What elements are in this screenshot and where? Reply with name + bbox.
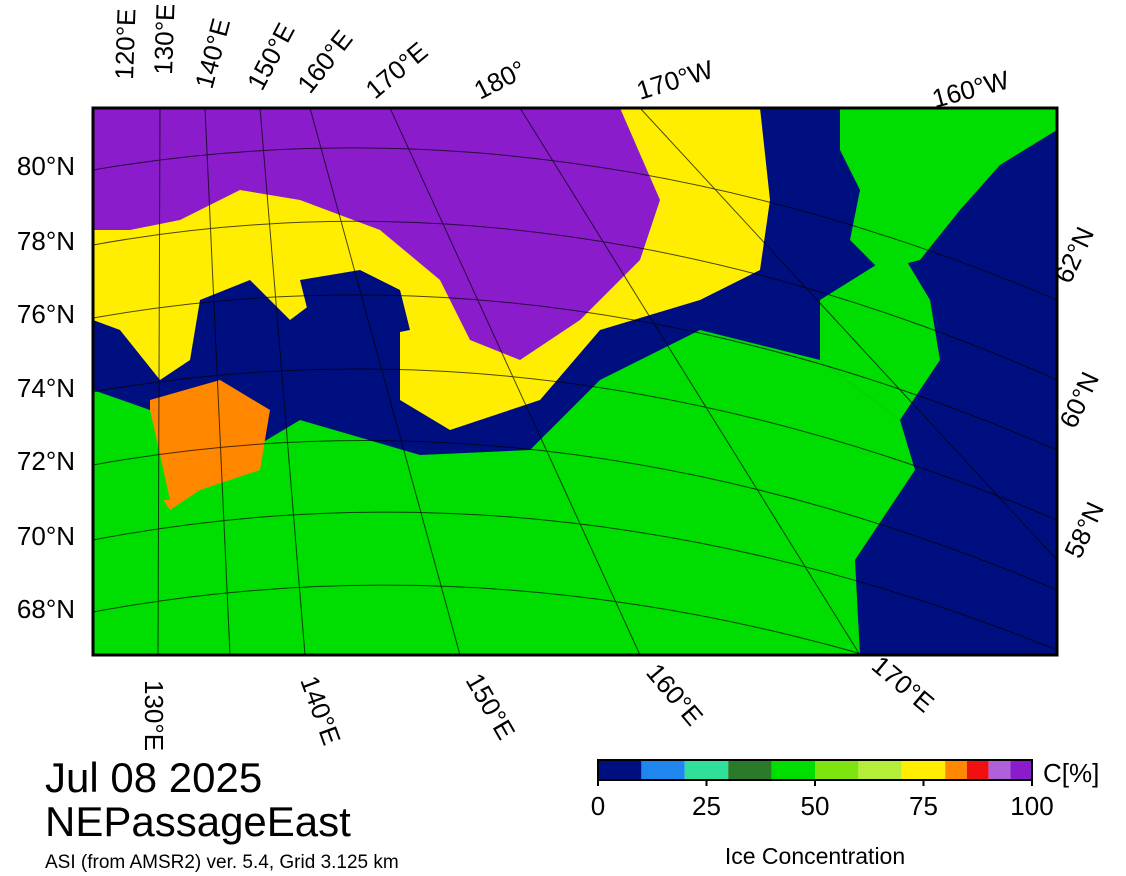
- colorbar-tick-label: 100: [1010, 791, 1053, 821]
- ice: [150, 380, 270, 510]
- colorbar-segment: [966, 760, 989, 780]
- land: [93, 390, 170, 500]
- region: NEPassageEast: [45, 798, 351, 845]
- colorbar-segment: [684, 760, 729, 780]
- source: ASI (from AMSR2) ver. 5.4, Grid 3.125 km: [45, 852, 399, 873]
- map-frame: [91, 106, 1059, 657]
- colorbar-segment: [771, 760, 815, 780]
- colorbar-segment: [641, 760, 685, 780]
- lon-label: 160°E: [640, 658, 709, 732]
- colorbar-segment: [901, 760, 946, 780]
- colorbar-unit: C[%]: [1043, 758, 1099, 788]
- colorbar-tick-label: 25: [692, 791, 721, 821]
- colorbar-tick-label: 75: [909, 791, 938, 821]
- lat-label: 80°N: [17, 151, 75, 181]
- map: [93, 108, 1057, 655]
- colorbar-segment: [988, 760, 1011, 780]
- colorbar-tick-label: 50: [801, 791, 830, 821]
- lat-label: 78°N: [17, 226, 75, 256]
- lat-label: 74°N: [17, 373, 75, 403]
- lon-label: 150°E: [460, 668, 522, 745]
- lon-label: 120°E: [109, 8, 141, 80]
- colorbar-label: Ice Concentration: [725, 843, 905, 869]
- lon-label: 170°E: [866, 650, 940, 719]
- lon-label: 130°E: [148, 3, 180, 75]
- colorbar-segment: [945, 760, 967, 780]
- ice: [93, 108, 660, 360]
- colorbar-segment: [1010, 760, 1032, 780]
- land: [820, 250, 940, 420]
- lat-label: 68°N: [17, 594, 75, 624]
- land: [840, 108, 1057, 270]
- lat-label: 60°N: [1053, 367, 1105, 432]
- graticule: [93, 108, 1057, 655]
- lon-label: 140°E: [189, 15, 236, 91]
- lon-label: 130°E: [139, 680, 169, 751]
- lon-label: 170°E: [360, 36, 434, 105]
- colorbar-segment: [598, 760, 642, 780]
- lon-label: 170°W: [633, 54, 717, 106]
- lon-label: 140°E: [294, 672, 347, 749]
- date: Jul 08 2025: [45, 754, 262, 801]
- lat-label: 70°N: [17, 521, 75, 551]
- lon-label: 180°: [469, 54, 531, 105]
- lat-label: 72°N: [17, 446, 75, 476]
- colorbar-segment: [815, 760, 859, 780]
- colorbar-tick-label: 0: [591, 791, 605, 821]
- colorbar-segment: [728, 760, 772, 780]
- lon-label: 160°W: [929, 64, 1013, 113]
- ocean: [300, 270, 410, 340]
- lon-label: 150°E: [241, 18, 301, 95]
- lat-label: 76°N: [17, 299, 75, 329]
- lat-label: 58°N: [1058, 497, 1110, 562]
- lon-label: 160°E: [291, 24, 358, 99]
- colorbar-segment: [858, 760, 902, 780]
